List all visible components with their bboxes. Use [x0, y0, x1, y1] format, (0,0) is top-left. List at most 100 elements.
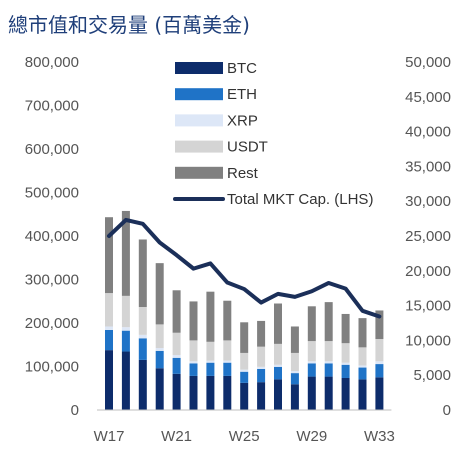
- bar-usdt-w32: [358, 347, 367, 366]
- bar-eth-w22: [189, 363, 198, 376]
- bar-eth-w25: [240, 371, 249, 383]
- right-tick-label: 35,000: [405, 158, 451, 175]
- bars-layer: [105, 210, 384, 410]
- bar-usdt-w29: [307, 341, 316, 362]
- bar-usdt-w26: [257, 346, 266, 367]
- bar-usdt-w31: [341, 343, 350, 363]
- bar-rest-w32: [358, 318, 367, 348]
- left-tick-label: 800,000: [25, 54, 79, 71]
- right-axis: 0 5,000 10,000 15,000 20,000 25,000 30,000 35,0…: [405, 54, 451, 419]
- bar-btc-w28: [290, 384, 299, 410]
- left-tick-label: 200,000: [25, 315, 79, 332]
- bar-xrp-w29: [307, 361, 316, 364]
- bar-eth-w20: [155, 350, 164, 369]
- bar-usdt-w23: [206, 341, 215, 361]
- right-tick-label: 45,000: [405, 89, 451, 106]
- bar-xrp-w30: [324, 361, 333, 364]
- bar-rest-w27: [274, 303, 282, 344]
- bar-usdt-w28: [290, 352, 299, 372]
- bar-xrp-w17: [105, 326, 113, 330]
- bar-eth-w18: [121, 330, 130, 352]
- bar-btc-w27: [274, 379, 282, 410]
- line-layer: [107, 217, 382, 319]
- bar-rest-w30: [324, 302, 333, 342]
- legend-label-btc: BTC: [227, 60, 257, 77]
- bar-btc-w24: [223, 375, 232, 410]
- bar-btc-w17: [105, 350, 113, 410]
- legend-label-usdt: USDT: [227, 139, 268, 156]
- right-tick-label: 20,000: [405, 263, 451, 280]
- bar-rest-w24: [223, 300, 232, 341]
- legend-swatch-xrp: [175, 114, 223, 127]
- bar-rest-w25: [240, 322, 249, 353]
- bar-eth-w28: [290, 373, 299, 385]
- legend-swatch-usdt: [175, 140, 223, 153]
- left-tick-label: 0: [71, 402, 79, 419]
- x-tick-label: W29: [296, 428, 327, 445]
- bar-btc-w18: [121, 351, 130, 410]
- bar-xrp-w28: [290, 371, 299, 374]
- legend-label-eth: ETH: [227, 86, 257, 103]
- bar-btc-w20: [155, 368, 164, 410]
- bar-btc-w32: [358, 379, 367, 410]
- legend: BTC ETH XRP USDT Rest Total MKT Cap. (LHS): [173, 60, 373, 208]
- bar-xrp-w23: [206, 360, 215, 363]
- bar-rest-w20: [155, 263, 164, 325]
- bar-rest-w23: [206, 291, 215, 342]
- bar-usdt-w22: [189, 340, 198, 362]
- bar-rest-w31: [341, 313, 350, 344]
- left-tick-label: 400,000: [25, 228, 79, 245]
- bar-btc-w22: [189, 375, 198, 410]
- legend-swatch-rest: [175, 166, 223, 179]
- bar-xrp-w20: [155, 348, 164, 351]
- bar-btc-w31: [341, 377, 350, 410]
- bar-usdt-w33: [375, 339, 384, 362]
- x-tick-label: W33: [364, 428, 395, 445]
- right-tick-label: 10,000: [405, 332, 451, 349]
- bar-btc-w30: [324, 376, 333, 410]
- bar-xrp-w19: [138, 334, 147, 339]
- bar-eth-w21: [172, 357, 181, 374]
- bar-usdt-w27: [274, 343, 282, 365]
- bar-usdt-w18: [121, 295, 130, 328]
- x-tick-label: W17: [94, 428, 125, 445]
- left-tick-label: 500,000: [25, 185, 79, 202]
- bar-eth-w19: [138, 338, 147, 360]
- left-tick-label: 700,000: [25, 98, 79, 115]
- right-tick-label: 30,000: [405, 193, 451, 210]
- bar-eth-w26: [257, 368, 266, 383]
- legend-label-xrp: XRP: [227, 112, 258, 129]
- bar-rest-w18: [121, 210, 130, 296]
- bar-btc-w21: [172, 373, 181, 410]
- bar-rest-w22: [189, 301, 198, 341]
- bar-xrp-w33: [375, 361, 384, 365]
- legend-label-rest: Rest: [227, 165, 259, 182]
- left-tick-label: 100,000: [25, 359, 79, 376]
- bar-usdt-w20: [155, 324, 164, 349]
- left-tick-label: 300,000: [25, 272, 79, 289]
- bar-usdt-w30: [324, 341, 333, 362]
- bar-btc-w25: [240, 382, 249, 410]
- bar-rest-w21: [172, 290, 181, 333]
- bar-rest-w29: [307, 306, 316, 342]
- bar-btc-w29: [307, 376, 316, 410]
- bar-eth-w17: [105, 329, 113, 351]
- bar-eth-w31: [341, 364, 350, 378]
- bar-eth-w30: [324, 363, 333, 377]
- bar-xrp-w22: [189, 361, 198, 364]
- bar-btc-w33: [375, 377, 384, 410]
- left-axis: 0 100,000 200,000 300,000 400,000 500,000 600,…: [25, 54, 79, 419]
- bar-rest-w26: [257, 320, 266, 347]
- bar-usdt-w21: [172, 332, 181, 356]
- right-tick-label: 15,000: [405, 298, 451, 315]
- bar-rest-w17: [105, 217, 113, 294]
- chart-title: 總市值和交易量 (百萬美金): [8, 13, 250, 37]
- bar-eth-w29: [307, 363, 316, 377]
- x-axis: W17 W21 W25 W29 W33: [94, 409, 395, 445]
- right-tick-label: 0: [443, 402, 451, 419]
- legend-swatch-eth: [175, 88, 223, 101]
- bar-btc-w19: [138, 359, 147, 410]
- x-tick-label: W21: [161, 428, 192, 445]
- bar-xrp-w21: [172, 355, 181, 358]
